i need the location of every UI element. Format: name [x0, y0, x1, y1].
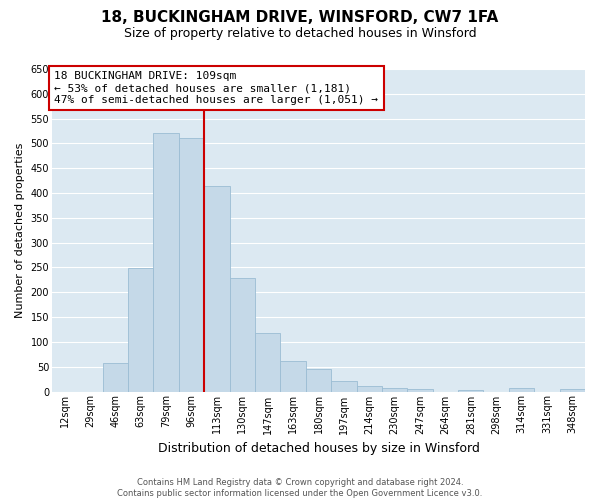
Text: Contains HM Land Registry data © Crown copyright and database right 2024.
Contai: Contains HM Land Registry data © Crown c… — [118, 478, 482, 498]
Bar — [128, 268, 154, 392]
Bar — [154, 132, 179, 392]
Bar — [204, 186, 230, 392]
Bar — [509, 388, 534, 392]
Bar — [382, 388, 407, 392]
Bar — [280, 361, 306, 392]
Bar — [458, 390, 484, 392]
X-axis label: Distribution of detached houses by size in Winsford: Distribution of detached houses by size … — [158, 442, 479, 455]
Text: Size of property relative to detached houses in Winsford: Size of property relative to detached ho… — [124, 28, 476, 40]
Bar — [255, 333, 280, 392]
Bar — [306, 368, 331, 392]
Bar — [331, 380, 356, 392]
Bar — [356, 386, 382, 392]
Bar — [560, 389, 585, 392]
Y-axis label: Number of detached properties: Number of detached properties — [15, 142, 25, 318]
Text: 18, BUCKINGHAM DRIVE, WINSFORD, CW7 1FA: 18, BUCKINGHAM DRIVE, WINSFORD, CW7 1FA — [101, 10, 499, 25]
Bar — [103, 362, 128, 392]
Bar — [407, 389, 433, 392]
Bar — [179, 138, 204, 392]
Bar — [230, 278, 255, 392]
Text: 18 BUCKINGHAM DRIVE: 109sqm
← 53% of detached houses are smaller (1,181)
47% of : 18 BUCKINGHAM DRIVE: 109sqm ← 53% of det… — [55, 72, 379, 104]
